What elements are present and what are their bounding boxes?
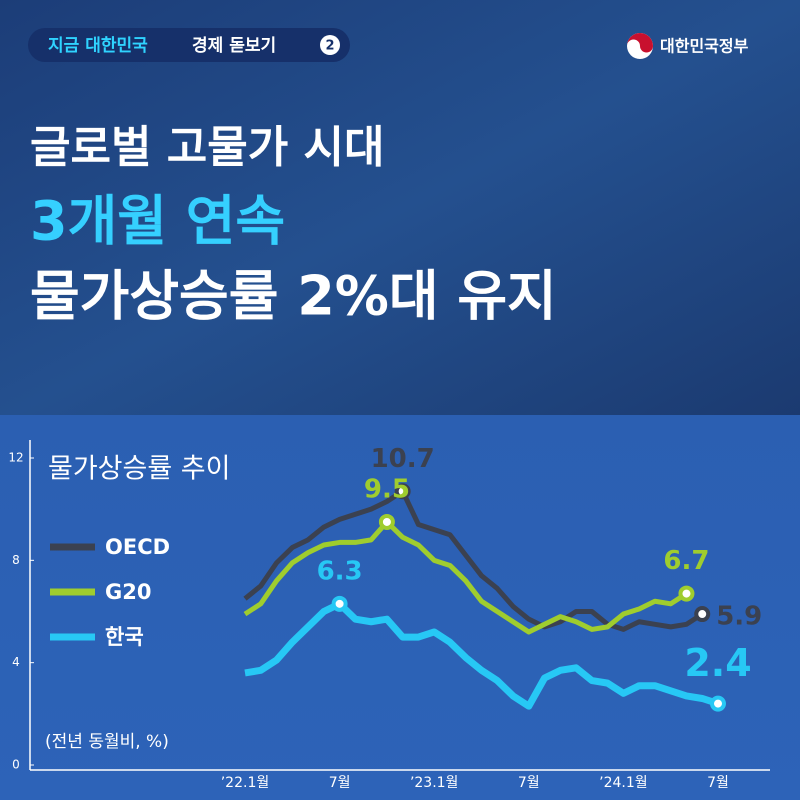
point-marker [378,513,395,530]
badge-highlight: 지금 대한민국 [48,36,148,56]
data-label: 9.5 [364,474,410,504]
legend-label: OECD [105,535,170,559]
data-label: 10.7 [371,444,435,474]
y-tick-label: 8 [12,553,20,567]
y-tick-label: 0 [12,758,20,772]
logo-red [627,33,653,53]
series-line [244,600,720,710]
title-line3: 물가상승률 2%대 유지 [30,265,557,328]
title-line1: 글로벌 고물가 시대 [30,122,384,173]
x-tick-label: ’24.1월 [599,775,648,791]
logo-text: 대한민국정부 [660,37,749,56]
chart-panel [0,415,800,800]
x-tick-label: 7월 [518,775,540,791]
point-marker [710,695,726,712]
x-tick-label: ’22.1월 [221,775,270,791]
point-marker [678,585,695,602]
point-marker [394,483,411,500]
unit-note: (전년 동월비, %) [45,732,169,752]
chart-title: 물가상승률 추이 [48,454,230,485]
y-tick-label: 12 [8,451,23,465]
badge-number-circle [320,35,340,55]
x-tick-label: 7월 [329,775,351,791]
series-line [243,519,688,635]
legend-label: 한국 [105,625,144,649]
photo-background [0,0,800,420]
title-line2: 3개월 연속 [30,190,285,253]
series-line [243,488,704,632]
data-label: 2.4 [684,641,751,685]
badge-number: 2 [325,39,334,54]
data-label: 6.3 [317,556,363,586]
x-tick-label: 7월 [707,775,729,791]
badge-text: 경제 돋보기 [192,36,276,56]
legend-label: G20 [105,580,151,604]
data-label: 5.9 [716,602,762,632]
x-tick-label: ’23.1월 [410,775,459,791]
data-label: 6.7 [663,546,709,576]
point-marker [694,606,711,623]
y-tick-label: 4 [12,655,20,669]
point-marker [331,595,348,612]
badge [28,28,350,62]
